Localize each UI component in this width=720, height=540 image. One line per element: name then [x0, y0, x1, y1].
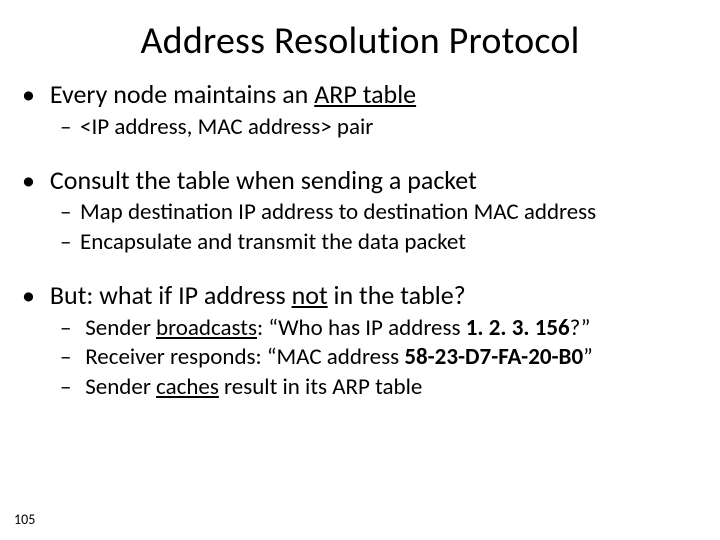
sub-bullet-responds: Receiver responds: “MAC address 58-23-D7…: [80, 343, 700, 372]
text-fragment: But: what if IP address: [50, 279, 292, 311]
sub-bullet-caches: Sender caches result in its ARP table: [80, 373, 700, 402]
text-underline: ARP table: [314, 78, 416, 110]
text-fragment: ?”: [570, 314, 591, 342]
bullet-list: Every node maintains an ARP table <IP ad…: [20, 78, 700, 402]
sub-list: Map destination IP address to destinatio…: [44, 198, 700, 257]
text-fragment: Sender: [85, 373, 156, 401]
bullet-consult: Consult the table when sending a packet …: [44, 164, 700, 257]
text-underline: caches: [156, 373, 219, 401]
text-bold: 1. 2. 3. 156: [466, 314, 570, 342]
sub-bullet: <IP address, MAC address> pair: [80, 113, 700, 142]
slide-title: Address Resolution Protocol: [20, 18, 700, 64]
sub-list: <IP address, MAC address> pair: [44, 113, 700, 142]
sub-bullet: Encapsulate and transmit the data packet: [80, 228, 700, 257]
slide: Address Resolution Protocol Every node m…: [0, 0, 720, 540]
bullet-arp-table: Every node maintains an ARP table <IP ad…: [44, 78, 700, 142]
text-fragment: Receiver responds: “MAC address: [85, 343, 404, 371]
text-fragment: in the table?: [328, 279, 466, 311]
text-fragment: Sender: [85, 314, 156, 342]
sub-list: Sender broadcasts: “Who has IP address 1…: [44, 314, 700, 402]
text-fragment: result in its ARP table: [219, 373, 423, 401]
text-underline: not: [292, 279, 328, 311]
slide-number: 105: [14, 511, 35, 528]
sub-bullet: Map destination IP address to destinatio…: [80, 198, 700, 227]
text-fragment: Consult the table when sending a packet: [50, 164, 477, 196]
bullet-not-in-table: But: what if IP address not in the table…: [44, 279, 700, 402]
text-fragment: ”: [583, 343, 593, 371]
text-fragment: : “Who has IP address: [257, 314, 466, 342]
text-bold: 58-23-D7-FA-20-B0: [404, 343, 583, 371]
text-underline: broadcasts: [156, 314, 257, 342]
text-fragment: Every node maintains an: [50, 78, 314, 110]
sub-bullet-broadcast: Sender broadcasts: “Who has IP address 1…: [80, 314, 700, 343]
